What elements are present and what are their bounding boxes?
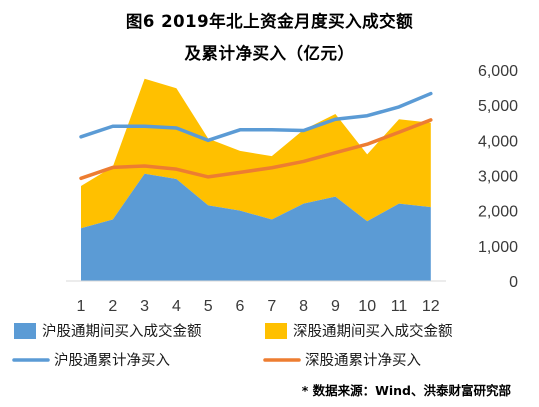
x-tick-label: 4 bbox=[172, 298, 181, 315]
chart-title-line1: 图6 2019年北上资金月度买入成交额 bbox=[125, 12, 414, 31]
x-tick-label: 11 bbox=[391, 298, 408, 315]
y-tick-label: 1,000 bbox=[478, 239, 518, 256]
x-tick-label: 10 bbox=[358, 298, 376, 315]
x-tick-label: 9 bbox=[331, 298, 340, 315]
x-tick-label: 12 bbox=[422, 298, 440, 315]
y-tick-label: 6,000 bbox=[478, 63, 518, 80]
legend-label: 沪股通期间买入成交金额 bbox=[42, 322, 202, 340]
line-layer bbox=[79, 91, 433, 181]
y-tick-label: 3,000 bbox=[478, 169, 518, 186]
x-tick-label: 1 bbox=[77, 298, 86, 315]
x-tick-label: 6 bbox=[236, 298, 245, 315]
legend-label: 深股通期间买入成交金额 bbox=[293, 322, 453, 340]
legend-item: 沪股通期间买入成交金额 bbox=[14, 322, 202, 340]
y-tick-label: 0 bbox=[509, 274, 518, 291]
chart-title-line2: 及累计净买入（亿元） bbox=[184, 44, 355, 63]
area-layer bbox=[81, 78, 431, 281]
line-sz-cumulative-net-buy bbox=[79, 118, 433, 181]
x-tick-label: 3 bbox=[140, 298, 149, 315]
legend-label: 沪股通累计净买入 bbox=[54, 352, 170, 369]
area-sh-buy-amount bbox=[81, 173, 431, 281]
data-source-note: * 数据来源：Wind、洪泰财富研究部 bbox=[301, 383, 511, 398]
x-tick-label: 7 bbox=[267, 298, 276, 315]
line-sh-cumulative-net-buy bbox=[79, 91, 433, 143]
x-tick-label: 8 bbox=[299, 298, 308, 315]
y-tick-label: 4,000 bbox=[478, 133, 518, 150]
legend-swatch bbox=[14, 323, 36, 339]
y-axis: 0 1,000 2,000 3,000 4,000 5,000 6,000 bbox=[478, 63, 518, 291]
x-tick-label: 2 bbox=[108, 298, 117, 315]
x-tick-label: 5 bbox=[204, 298, 213, 315]
legend-swatch bbox=[265, 323, 287, 339]
legend-item: 深股通累计净买入 bbox=[263, 352, 421, 369]
area-sz-buy-amount bbox=[81, 78, 431, 229]
legend-item: 沪股通累计净买入 bbox=[12, 352, 170, 369]
legend-item: 深股通期间买入成交金额 bbox=[265, 322, 453, 340]
x-axis: 1 2 3 4 5 6 7 8 9 10 11 12 bbox=[66, 280, 446, 315]
y-tick-label: 2,000 bbox=[478, 204, 518, 221]
y-tick-label: 5,000 bbox=[478, 98, 518, 115]
legend-label: 深股通累计净买入 bbox=[305, 352, 421, 369]
